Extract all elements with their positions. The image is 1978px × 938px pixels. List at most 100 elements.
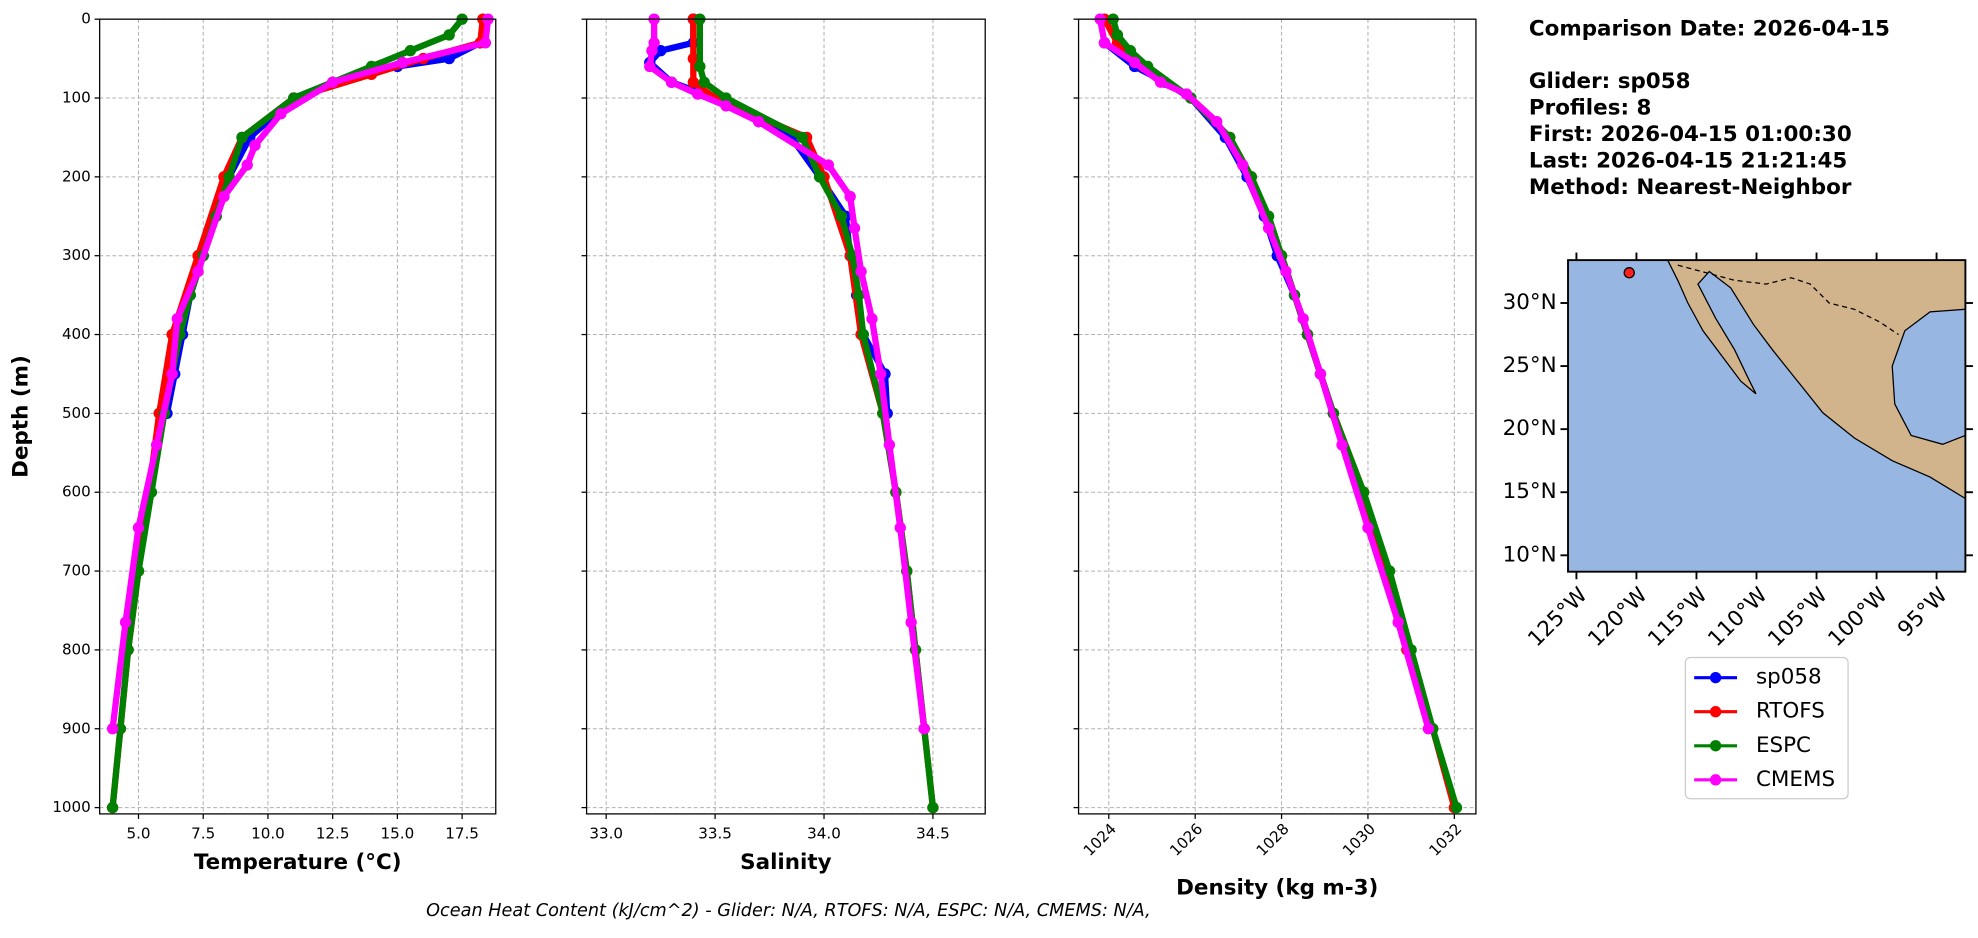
profile-point [171, 313, 184, 325]
x-axis-label: Temperature (°C) [194, 850, 402, 875]
legend-label: RTOFS [1756, 699, 1825, 724]
map-x-tick-label: 115°W [1643, 583, 1712, 652]
legend-marker [1709, 671, 1722, 684]
profile-point [1237, 159, 1249, 171]
map-y-tick-label: 15°N [1503, 479, 1557, 504]
profile-point [1124, 45, 1137, 57]
legend-marker [1709, 706, 1722, 718]
profile-point [166, 368, 178, 380]
profile-point [866, 313, 878, 325]
profile-point [218, 190, 230, 203]
x-tick-label: 10.0 [251, 825, 285, 843]
profile-point [654, 45, 667, 57]
profile-point [698, 76, 710, 88]
profile-point [479, 37, 492, 49]
profile-point [1450, 801, 1463, 814]
profile-point [1280, 265, 1292, 278]
border [1677, 264, 1899, 336]
profile-point [720, 92, 732, 104]
map-x-tick-label: 105°W [1763, 583, 1832, 652]
map [1567, 259, 1967, 573]
info-line: Last: 2026-04-15 21:21:45 [1529, 149, 1847, 174]
y-tick-label: 600 [62, 483, 91, 501]
glider-position [1623, 267, 1635, 279]
x-tick-label: 33.5 [698, 825, 732, 843]
profile-point [857, 328, 869, 341]
y-tick-label: 700 [62, 562, 91, 580]
profile-point [918, 723, 930, 735]
profile-point [1383, 565, 1396, 577]
y-tick-label: 1000 [52, 798, 91, 816]
profile-point [927, 801, 939, 814]
profile-point [241, 159, 253, 171]
profile-point [192, 265, 204, 278]
legend-label: ESPC [1756, 733, 1811, 758]
profile-point [1422, 723, 1435, 735]
profile-point [249, 139, 261, 151]
legend-box [1684, 656, 1849, 800]
map-y-tick-label: 20°N [1503, 416, 1557, 441]
x-tick-label: 34.0 [807, 825, 841, 843]
footer: Ocean Heat Content (kJ/cm^2) - Glider: N… [426, 901, 1151, 921]
x-axis-label: Density (kg m-3) [1176, 875, 1378, 900]
profile-point [443, 29, 455, 41]
y-tick-label: 200 [62, 167, 91, 185]
x-tick-label: 1030 [1339, 820, 1379, 860]
profile-point [1129, 56, 1141, 69]
land [1666, 259, 1967, 500]
info-line: Profiles: 8 [1529, 96, 1652, 121]
profile-point [132, 522, 145, 534]
profile-point [1297, 313, 1309, 325]
x-tick-label: 15.0 [381, 825, 415, 843]
profile-point [443, 52, 455, 65]
x-tick-label: 1032 [1425, 820, 1465, 860]
y-tick-label: 100 [62, 89, 91, 107]
map-frame [1567, 259, 1967, 573]
profile-point [1314, 368, 1327, 380]
x-tick-label: 1024 [1080, 820, 1120, 860]
profile-point [853, 289, 865, 301]
legend-label: sp058 [1756, 665, 1822, 690]
profile-point [275, 108, 287, 120]
y-tick-label: 800 [62, 640, 91, 658]
profile-point [874, 368, 887, 380]
profile-point [1336, 439, 1348, 451]
plot-frame [1077, 18, 1477, 815]
profile-point [114, 723, 127, 735]
map-x-tick-label: 110°W [1703, 583, 1772, 652]
y-tick-label: 900 [62, 719, 91, 737]
profile-point [813, 171, 826, 183]
profile-point [855, 265, 867, 278]
profile-point [692, 88, 704, 100]
y-tick-label: 0 [81, 10, 91, 28]
profile-point [905, 616, 917, 628]
x-tick-label: 1028 [1253, 820, 1293, 860]
map-x-tick-label: 120°W [1583, 583, 1652, 652]
x-tick-label: 33.0 [589, 825, 623, 843]
profile-point [822, 159, 835, 171]
legend-marker [1709, 740, 1722, 752]
profile-point [720, 100, 732, 112]
info-line: First: 2026-04-15 01:00:30 [1529, 122, 1852, 147]
profile-point [1098, 37, 1111, 49]
profile-point [844, 190, 856, 203]
x-tick-label: 5.0 [126, 825, 150, 843]
profile-point [150, 439, 163, 451]
profile-point [1362, 522, 1374, 534]
y-tick-label: 500 [62, 404, 91, 422]
profile-point [396, 56, 409, 69]
profile-point [752, 115, 765, 128]
map-y-tick-label: 25°N [1503, 353, 1557, 378]
profile-point [404, 45, 417, 57]
x-tick-label: 1026 [1166, 820, 1206, 860]
profile-point [236, 131, 248, 144]
info-line: Glider: sp058 [1529, 69, 1691, 94]
profile-point [1111, 29, 1124, 41]
legend-label: CMEMS [1756, 767, 1835, 792]
profile-point [848, 222, 861, 234]
map-x-tick-label: 125°W [1523, 583, 1592, 652]
profile-point [796, 131, 808, 144]
map-y-tick-label: 30°N [1503, 290, 1557, 315]
plot-frame [585, 18, 986, 815]
